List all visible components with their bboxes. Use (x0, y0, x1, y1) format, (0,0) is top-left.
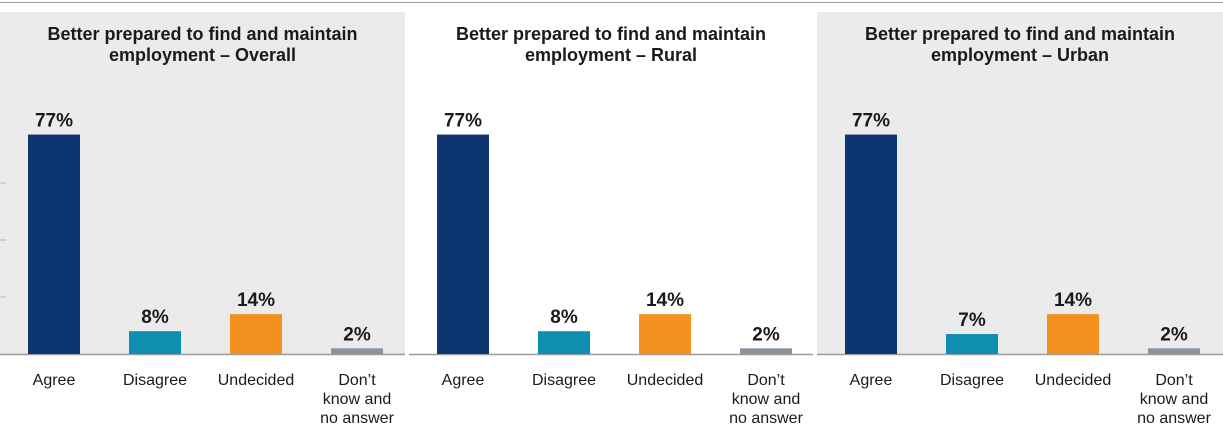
category-label: Disagree (123, 372, 187, 389)
chart-plot: 77% Agree 8% Disagree 14% Undecided 2% Don’t kno… (0, 111, 405, 427)
category-label: Don’t know and no answer (1137, 372, 1211, 427)
data-label: 2% (752, 324, 780, 345)
chart-title: Better prepared to find and maintain emp… (455, 24, 767, 65)
category-label: Agree (850, 372, 893, 389)
data-label: 8% (141, 307, 169, 328)
category-label: Undecided (1035, 372, 1112, 389)
category-label: Don’t know and no answer (320, 372, 394, 427)
data-label: 14% (237, 290, 275, 311)
data-label: 77% (35, 111, 73, 132)
bar-disagree (129, 331, 181, 354)
category-label: Agree (33, 372, 76, 389)
bar-agree (437, 134, 489, 354)
bar-agree (845, 134, 897, 354)
data-label: 77% (852, 111, 890, 132)
data-label: 2% (343, 324, 371, 345)
top-rule (0, 2, 1223, 3)
bar-undecided (639, 314, 691, 354)
data-label: 8% (550, 307, 578, 328)
data-label: 14% (1054, 290, 1092, 311)
bar-agree (28, 134, 80, 354)
chart-plot: 77% Agree 7% Disagree 14% Undecided 2% Don’t kno… (817, 111, 1223, 427)
category-label: Disagree (532, 372, 596, 389)
data-label: 14% (646, 290, 684, 311)
bar-dont-know (1148, 348, 1200, 354)
category-label: Disagree (940, 372, 1004, 389)
category-label: Agree (442, 372, 485, 389)
chart-title: Better prepared to find and maintain emp… (47, 24, 358, 65)
chart-panel-overall: Better prepared to find and maintain emp… (0, 12, 405, 440)
category-label: Undecided (218, 372, 295, 389)
chart-panel-rural: Better prepared to find and maintain emp… (409, 12, 813, 440)
bar-undecided (1047, 314, 1099, 354)
data-label: 7% (958, 310, 986, 331)
bar-dont-know (331, 348, 383, 354)
data-label: 77% (444, 111, 482, 132)
chart-panel-urban: Better prepared to find and maintain emp… (817, 12, 1223, 440)
chart-plot: 77% Agree 8% Disagree 14% Undecided 2% Don’t kno… (409, 111, 813, 427)
bar-disagree (538, 331, 590, 354)
category-label: Undecided (627, 372, 704, 389)
bar-undecided (230, 314, 282, 354)
bar-disagree (946, 334, 998, 354)
chart-title: Better prepared to find and maintain emp… (864, 24, 1176, 65)
bar-dont-know (740, 348, 792, 354)
category-label: Don’t know and no answer (729, 372, 803, 427)
data-label: 2% (1160, 324, 1188, 345)
